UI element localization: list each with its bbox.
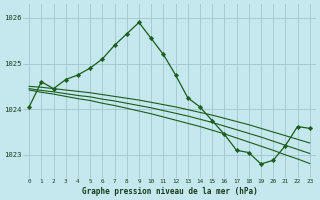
X-axis label: Graphe pression niveau de la mer (hPa): Graphe pression niveau de la mer (hPa): [82, 187, 257, 196]
